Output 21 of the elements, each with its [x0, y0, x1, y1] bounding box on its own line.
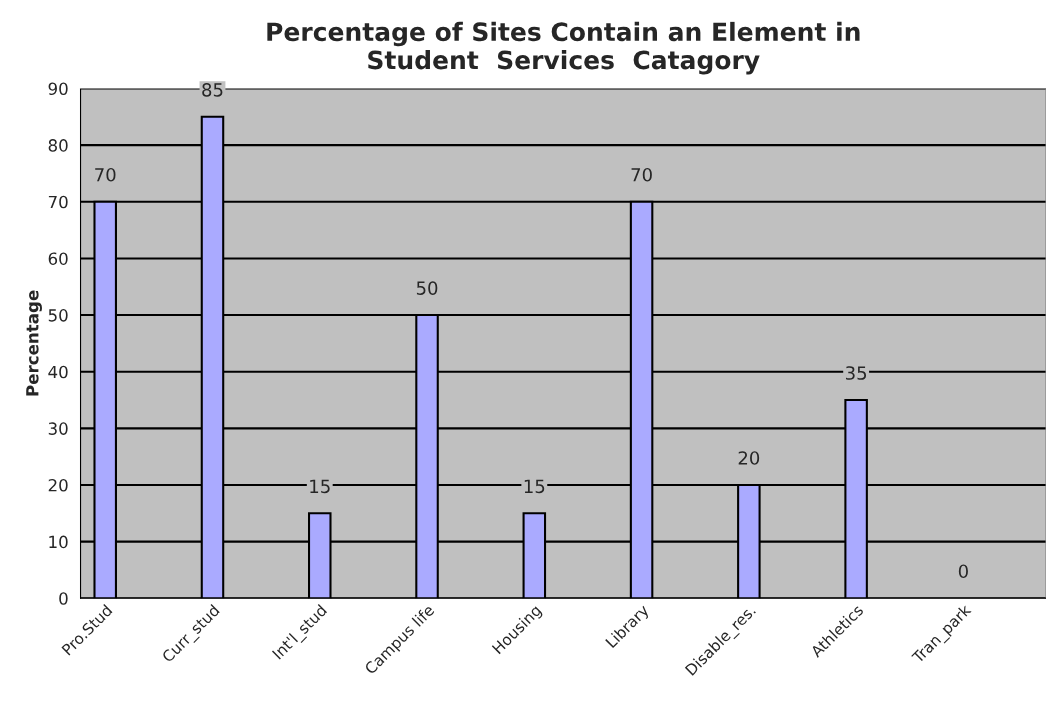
y-tick-label: 30 [48, 422, 68, 435]
y-tick-label: 40 [48, 365, 68, 379]
data-label: 70 [95, 167, 116, 182]
y-tick-label: 90 [48, 82, 68, 96]
y-axis-title: Percentage [26, 290, 42, 396]
y-tick-label: 20 [48, 478, 68, 492]
data-label: 20 [738, 451, 760, 465]
data-label: 15 [524, 479, 545, 494]
y-tick-label: 50 [48, 309, 68, 322]
y-tick-label: 10 [49, 535, 68, 549]
y-tick-label: 60 [48, 252, 68, 265]
data-label: 70 [631, 167, 652, 182]
y-tick-label: 80 [48, 139, 68, 152]
data-label: 15 [310, 479, 330, 494]
data-label: 50 [416, 281, 438, 295]
data-label: 35 [846, 366, 867, 380]
y-tick-label: 0 [59, 592, 68, 605]
chart-title: Percentage of Sites Contain an Element in Student Services Catagory [267, 21, 860, 75]
data-label: 0 [958, 564, 968, 579]
data-label: 85 [202, 83, 223, 97]
y-tick-label: 70 [48, 195, 68, 209]
